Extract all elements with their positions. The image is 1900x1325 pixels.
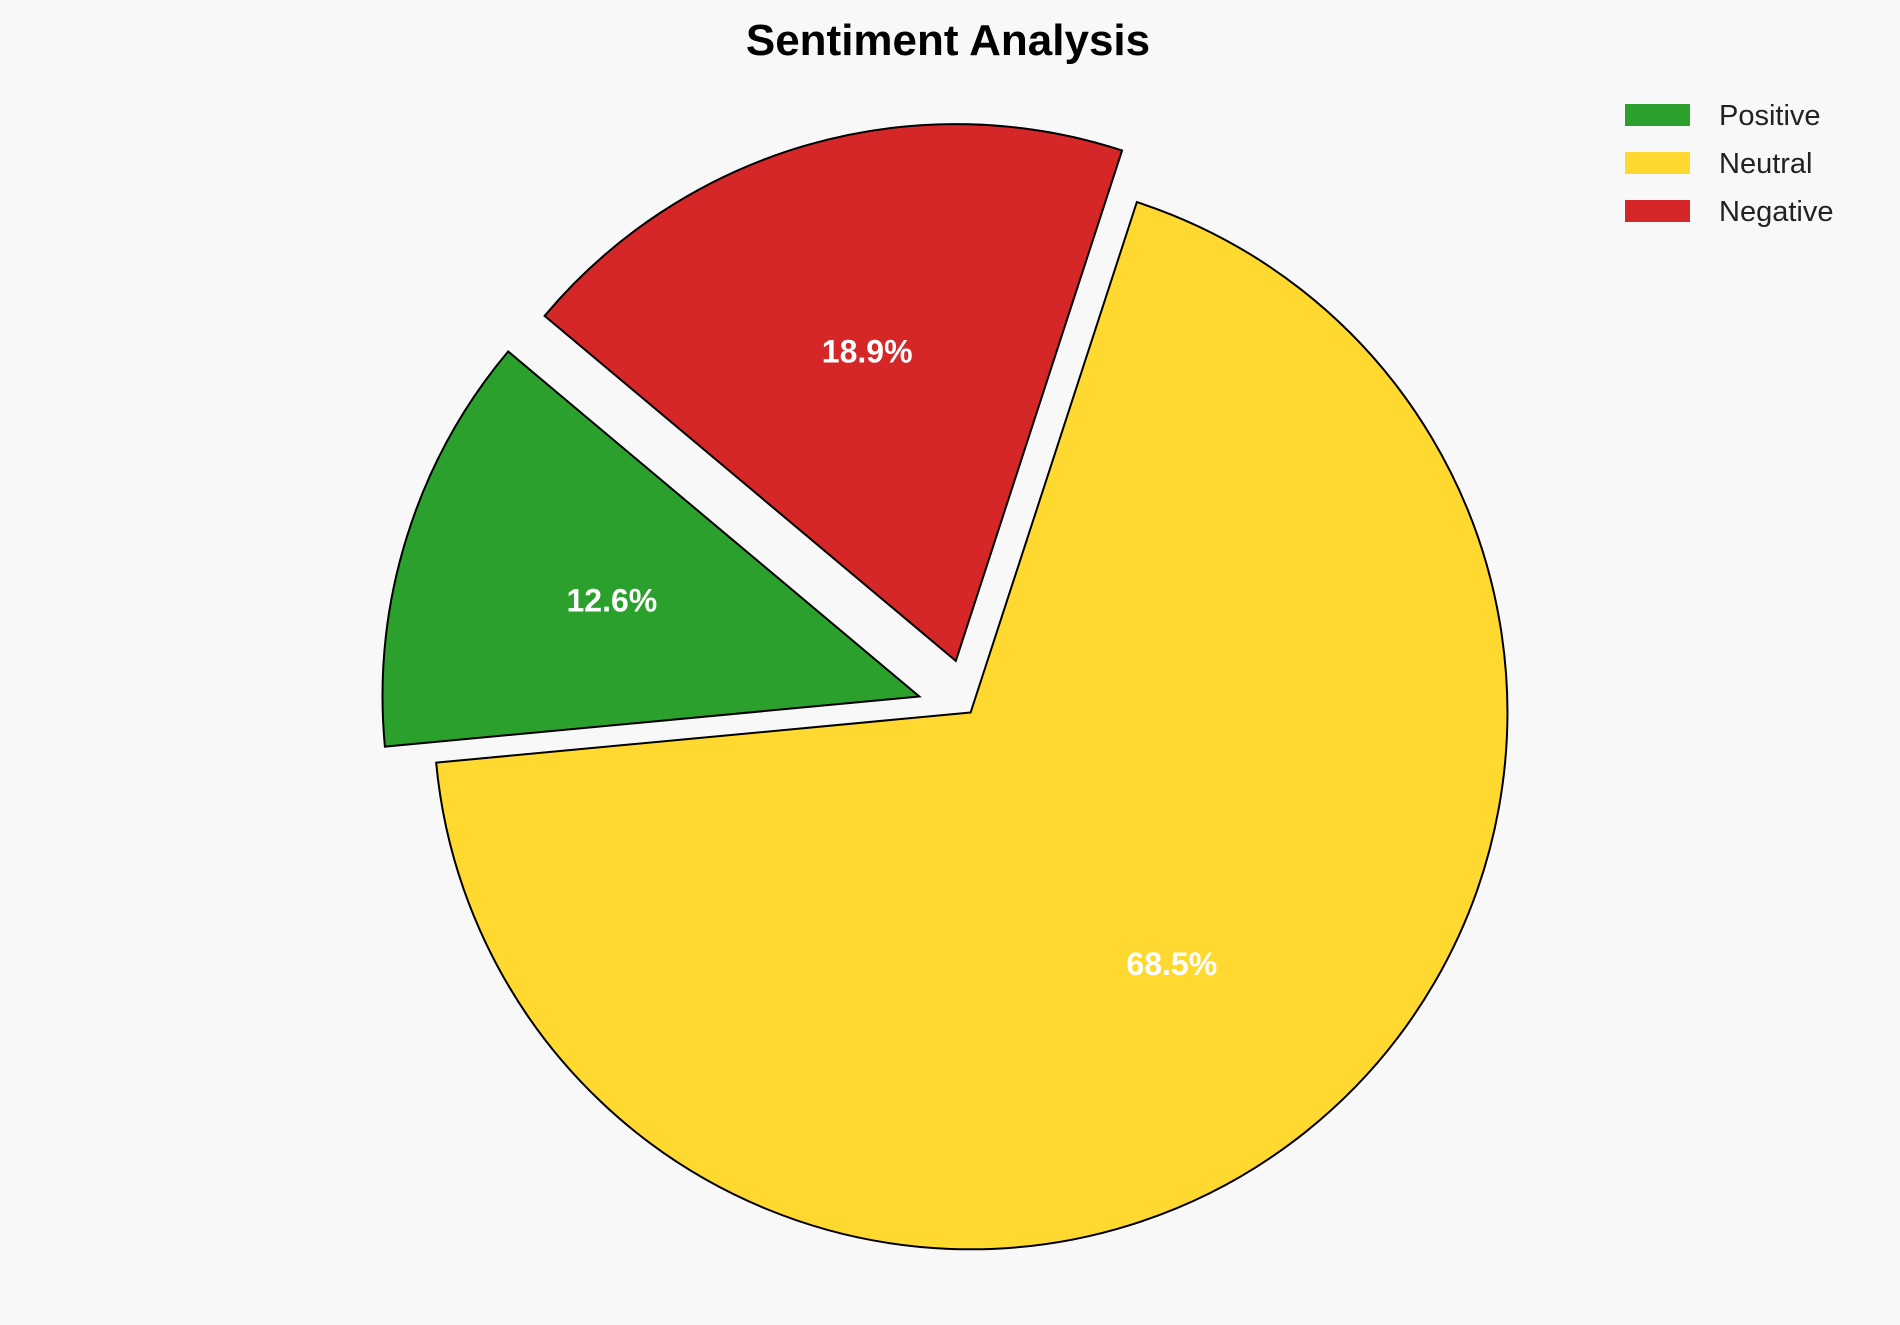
- legend-label-positive: Positive: [1719, 100, 1821, 132]
- pct-label-neutral: 68.5%: [1126, 946, 1217, 982]
- legend-swatch-positive: [1625, 104, 1690, 126]
- legend-label-neutral: Neutral: [1719, 148, 1813, 180]
- legend: Positive Neutral Negative: [1625, 100, 1833, 228]
- legend-label-negative: Negative: [1719, 196, 1833, 228]
- pie-slice-neutral: [435, 200, 1509, 1251]
- pct-label-positive: 12.6%: [567, 583, 658, 619]
- pct-label-negative: 18.9%: [822, 333, 913, 369]
- legend-swatch-negative: [1625, 200, 1690, 222]
- pie-slice-negative: [543, 123, 1124, 663]
- chart-title: Sentiment Analysis: [746, 16, 1150, 65]
- pie-slice-positive: [381, 350, 922, 748]
- legend-swatch-neutral: [1625, 152, 1690, 174]
